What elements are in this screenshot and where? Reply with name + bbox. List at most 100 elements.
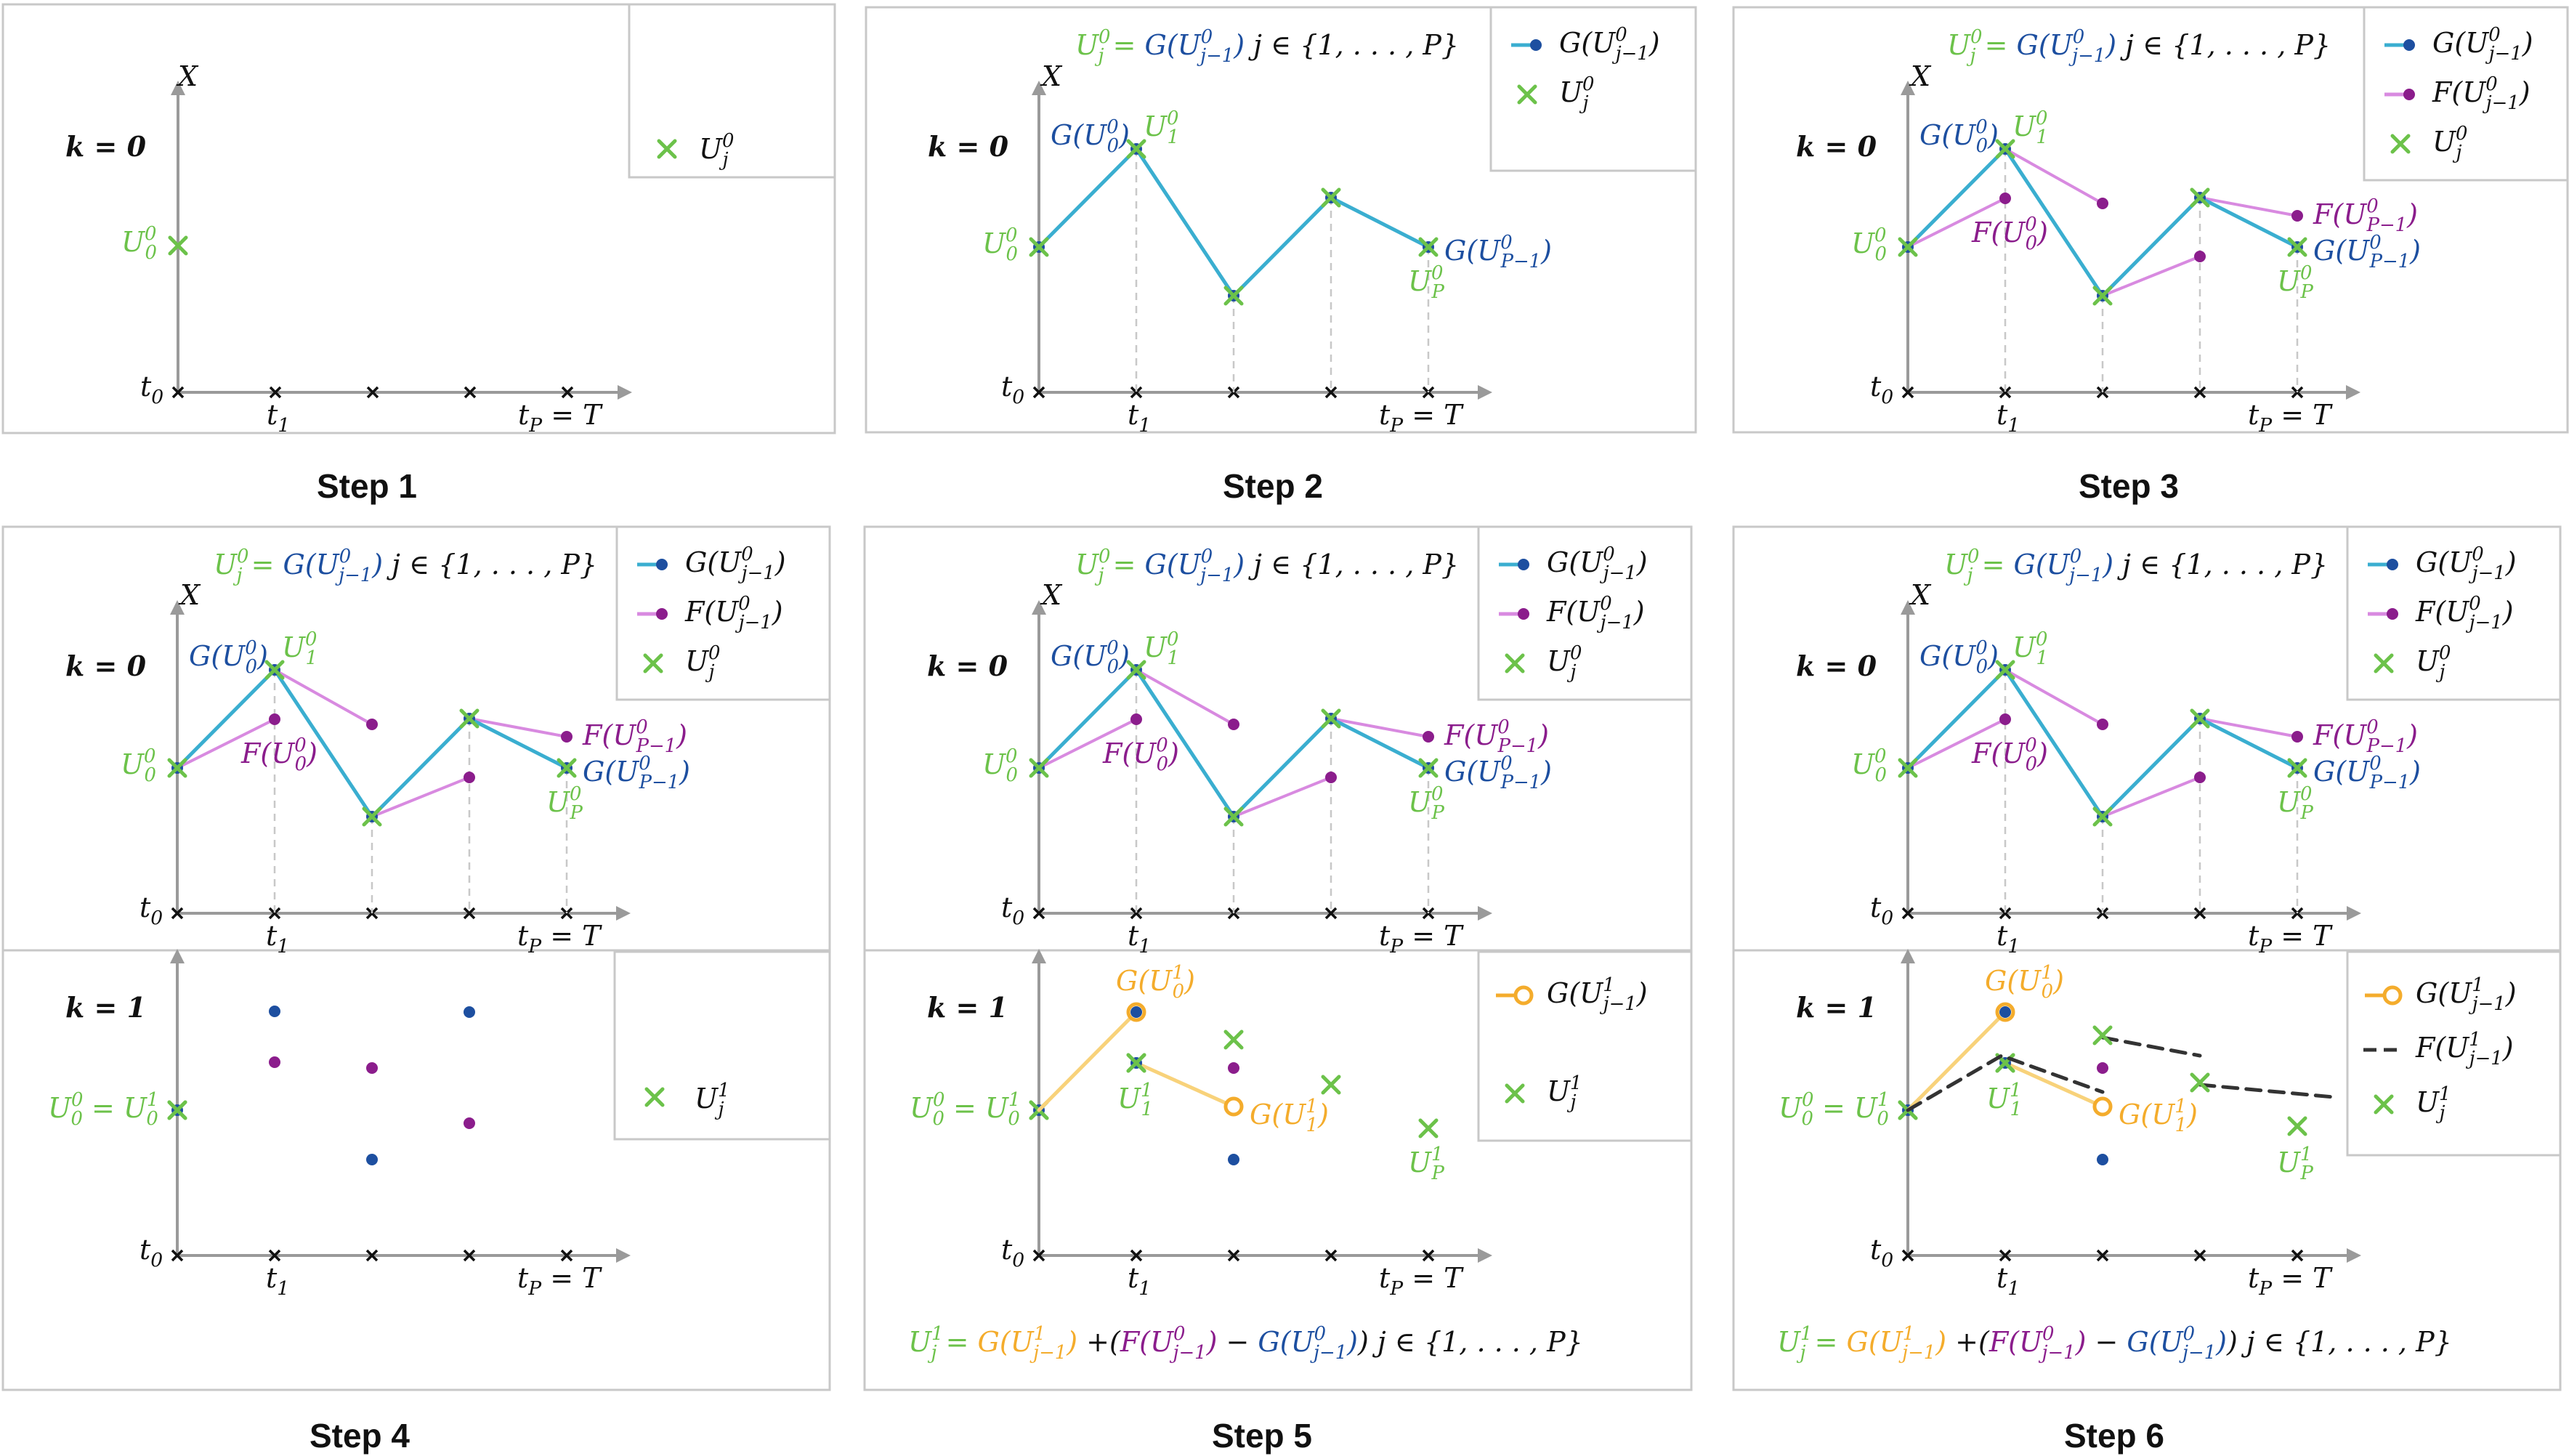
math-span: ) xyxy=(1184,965,1195,997)
t1-label: t1 xyxy=(1996,399,2020,437)
math-span: 0 xyxy=(2485,73,2497,95)
legend-swatch-ring xyxy=(2382,985,2403,1006)
coincident-point xyxy=(264,660,285,680)
legend-box xyxy=(628,3,836,179)
tick-stroke xyxy=(268,907,281,920)
label-U0eq: U0 0 = U1 0 xyxy=(48,1089,158,1130)
x-stroke xyxy=(1029,237,1049,257)
math-span: +( xyxy=(1946,1326,1990,1358)
math-span: U xyxy=(910,1092,934,1124)
t0-label: t0 xyxy=(139,891,163,929)
math-span: ) xyxy=(2036,737,2048,769)
math-span: t xyxy=(266,1262,278,1294)
coincident-point xyxy=(2287,758,2307,778)
math-span: j−1 xyxy=(1600,993,1637,1015)
tick-stroke xyxy=(463,1249,476,1262)
math-span: F(U xyxy=(1546,596,1601,628)
math-span: 1 xyxy=(278,414,290,437)
tick-stroke xyxy=(365,1249,379,1262)
fine-segment xyxy=(2198,717,2299,738)
math-span: 0 xyxy=(2488,24,2500,46)
label-U10: U0 1 xyxy=(1144,628,1179,669)
math-span: 0 xyxy=(1976,656,1988,678)
math-span: ) xyxy=(774,546,786,578)
math-span: 0 xyxy=(738,593,750,615)
legend-label: U1 j xyxy=(2416,1083,2451,1124)
u-marker xyxy=(1995,660,2015,680)
math-span: 0 xyxy=(1156,735,1168,756)
equation-coarse: U0 j = G(U0 j−1) j ∈ {1, . . . , P} xyxy=(1944,546,2328,586)
time-tick xyxy=(1999,907,2012,920)
t0-label: t0 xyxy=(1001,371,1024,408)
math-span: 0 xyxy=(1006,225,1017,246)
label-U11: U1 1 xyxy=(1117,1080,1153,1120)
x-stroke xyxy=(459,708,480,729)
u-marker xyxy=(2092,1025,2113,1046)
math-span: 1 xyxy=(2010,1080,2021,1101)
math-span: t xyxy=(1379,920,1391,952)
math-span: 1 xyxy=(1138,935,1151,958)
math-span: 0 xyxy=(2369,753,2381,774)
label-GU00: G(U0 0) xyxy=(1919,637,1999,678)
label-GU01: G(U1 0) xyxy=(1985,962,2064,1003)
math-span: P xyxy=(2299,281,2313,303)
legend-box xyxy=(1489,6,1697,172)
tick-stroke xyxy=(2193,907,2206,920)
x-stroke xyxy=(644,1087,665,1107)
math-span: ) xyxy=(371,549,383,581)
math-span: 0 xyxy=(1970,26,1982,48)
legend-label: F(U0 j−1) xyxy=(2432,73,2530,114)
x-stroke xyxy=(1223,806,1244,827)
x-axis-label: X xyxy=(1909,60,1932,92)
math-span: 0 xyxy=(639,753,650,774)
x-stroke xyxy=(1321,187,1341,208)
math-span: 0 xyxy=(1975,637,1987,659)
x-stroke xyxy=(1126,660,1146,680)
math-span: = U xyxy=(1813,1092,1879,1124)
math-span: G(U xyxy=(583,756,640,788)
u-marker xyxy=(1995,139,2015,159)
math-span: 0 xyxy=(1006,243,1017,265)
math-span: 0 xyxy=(2369,232,2381,254)
math-span: P xyxy=(2299,802,2313,824)
coarse-new-point xyxy=(2092,1096,2113,1117)
math-span: 1 xyxy=(277,935,289,958)
label-FUP: F(U0 P−1) xyxy=(582,716,687,757)
tick-stroke xyxy=(1032,1249,1045,1262)
math-span: t xyxy=(139,1234,151,1266)
math-span: U xyxy=(282,631,307,663)
legend-swatch-dot xyxy=(2403,39,2415,51)
time-tick xyxy=(1324,1249,1338,1262)
legend-swatch-x xyxy=(2374,653,2394,674)
fine-point xyxy=(1228,719,1239,730)
math-span: = xyxy=(1805,1326,1846,1358)
math-span: 1 xyxy=(1138,414,1151,437)
math-span: 0 xyxy=(151,386,163,408)
coarse-point xyxy=(1228,1154,1239,1165)
math-span: ) xyxy=(2215,1326,2227,1358)
time-tick xyxy=(463,1249,476,1262)
legend-swatch-x xyxy=(657,139,677,159)
math-span: j−1 xyxy=(1310,1342,1347,1364)
legend-swatch-x xyxy=(643,653,663,674)
math-span: 0 xyxy=(1157,753,1168,775)
fine-point xyxy=(2194,772,2206,783)
math-span: ) xyxy=(2075,1326,2087,1358)
math-span: U xyxy=(2416,645,2440,677)
coincident-point xyxy=(1029,758,1049,778)
math-span: t xyxy=(1870,1234,1882,1266)
coarse-point xyxy=(1999,1006,2011,1018)
u-marker xyxy=(2092,806,2113,827)
math-span: j−1 xyxy=(1898,1342,1935,1364)
math-span: 0 xyxy=(2456,123,2467,145)
label-FU00: F(U0 0) xyxy=(1971,214,2048,254)
math-span: U xyxy=(1144,631,1168,663)
label-U00: U0 0 xyxy=(121,223,157,264)
label-U0eq: U0 0 = U1 0 xyxy=(1779,1089,1889,1130)
math-span: G(U xyxy=(1250,1099,1307,1131)
panel-step-5: G(U0 j−1)F(U0 j−1)U0 jU0 j = G(U0 j−1) j ∈ {1… xyxy=(863,525,1693,1455)
coincident-point xyxy=(1223,806,1244,827)
t1-label: t1 xyxy=(1128,399,1151,437)
fine-point xyxy=(269,1056,280,1068)
